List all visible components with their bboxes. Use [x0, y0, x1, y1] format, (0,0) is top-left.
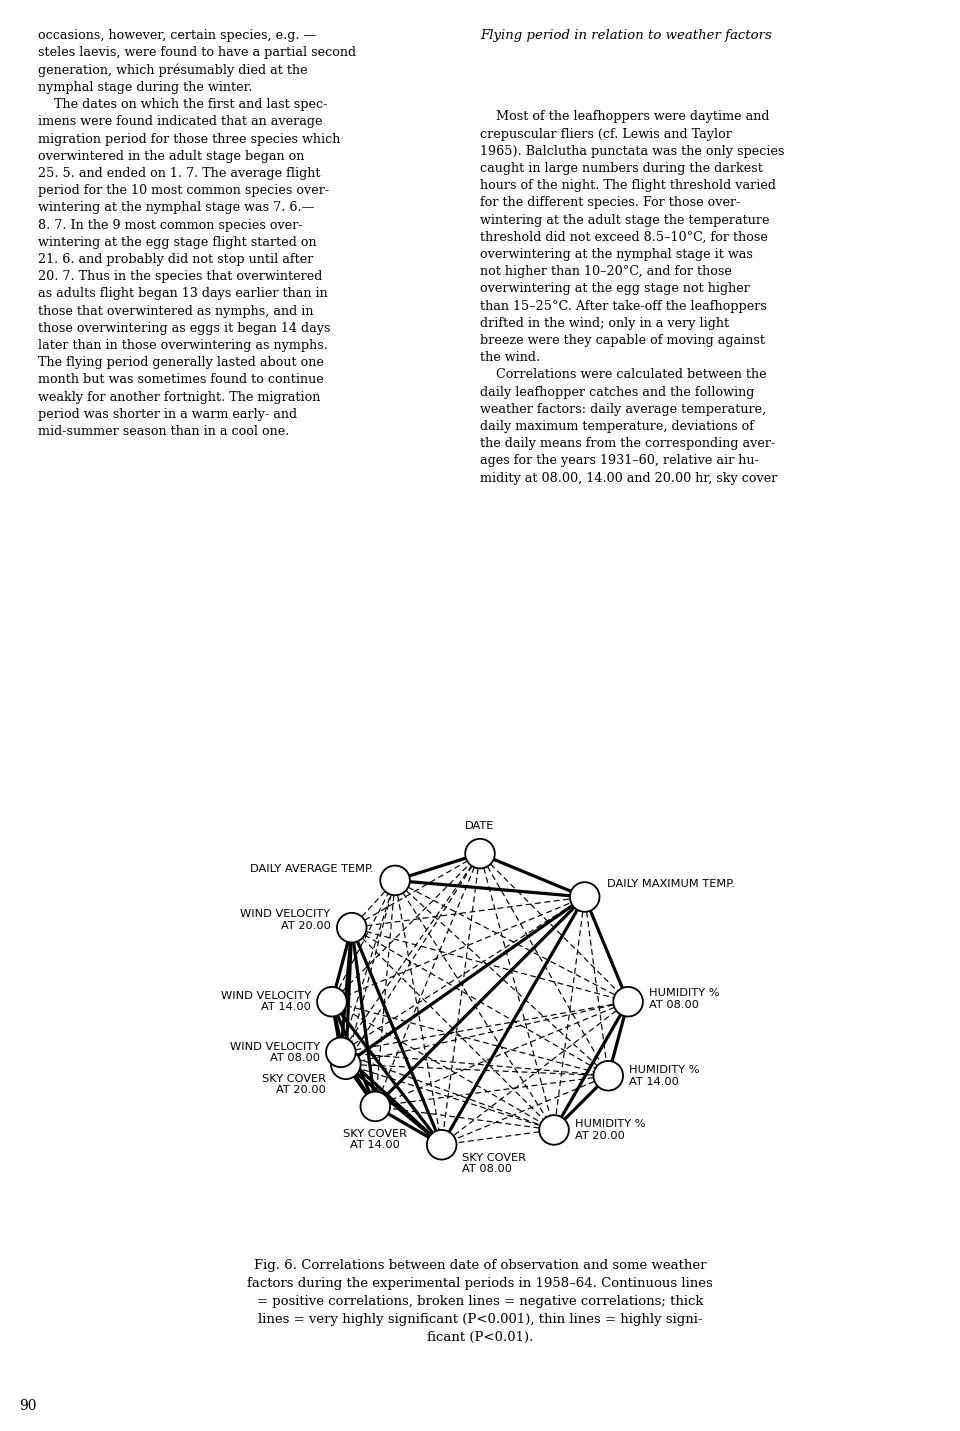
- Text: Flying period in relation to weather factors: Flying period in relation to weather fac…: [480, 29, 772, 41]
- Circle shape: [613, 987, 643, 1016]
- Circle shape: [427, 1130, 457, 1159]
- Circle shape: [317, 987, 347, 1016]
- Text: DAILY AVERAGE TEMP.: DAILY AVERAGE TEMP.: [251, 864, 373, 874]
- Circle shape: [331, 1049, 361, 1079]
- Circle shape: [326, 1037, 355, 1068]
- Text: SKY COVER
AT 14.00: SKY COVER AT 14.00: [344, 1129, 407, 1151]
- Circle shape: [337, 913, 367, 943]
- Text: SKY COVER
AT 08.00: SKY COVER AT 08.00: [462, 1152, 526, 1175]
- Circle shape: [361, 1092, 390, 1122]
- Circle shape: [466, 839, 494, 869]
- Circle shape: [380, 866, 410, 896]
- Text: WIND VELOCITY
AT 08.00: WIND VELOCITY AT 08.00: [229, 1042, 320, 1063]
- Circle shape: [570, 881, 599, 912]
- Circle shape: [540, 1115, 569, 1145]
- Text: 90: 90: [19, 1400, 36, 1412]
- Text: DAILY MAXIMUM TEMP.: DAILY MAXIMUM TEMP.: [607, 879, 735, 889]
- Text: HUMIDITY %
AT 14.00: HUMIDITY % AT 14.00: [630, 1065, 700, 1086]
- Text: HUMIDITY %
AT 08.00: HUMIDITY % AT 08.00: [649, 989, 720, 1010]
- Text: WIND VELOCITY
AT 20.00: WIND VELOCITY AT 20.00: [241, 909, 330, 930]
- Text: Most of the leafhoppers were daytime and
crepuscular fliers (cf. Lewis and Taylo: Most of the leafhoppers were daytime and…: [480, 110, 784, 485]
- Text: occasions, however, certain species, e.g. —
steles laevis, were found to have a : occasions, however, certain species, e.g…: [38, 29, 356, 438]
- Text: HUMIDITY %
AT 20.00: HUMIDITY % AT 20.00: [575, 1119, 646, 1141]
- Text: Fig. 6. Correlations between date of observation and some weather
factors during: Fig. 6. Correlations between date of obs…: [247, 1259, 713, 1344]
- Text: WIND VELOCITY
AT 14.00: WIND VELOCITY AT 14.00: [221, 990, 311, 1013]
- Text: DATE: DATE: [466, 821, 494, 831]
- Text: SKY COVER
AT 20.00: SKY COVER AT 20.00: [262, 1073, 325, 1095]
- Circle shape: [593, 1060, 623, 1090]
